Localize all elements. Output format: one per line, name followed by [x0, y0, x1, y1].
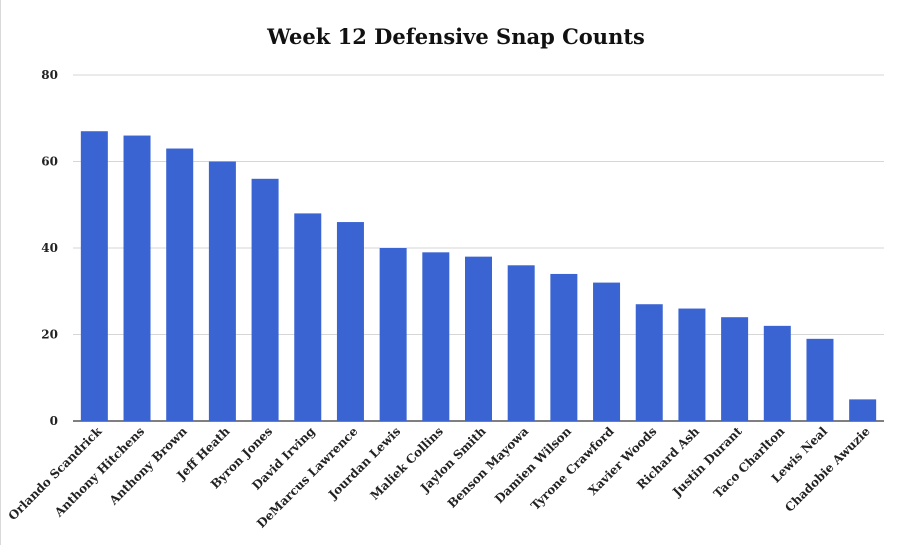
x-tick-label: Anthony Brown — [106, 424, 190, 508]
bar — [635, 304, 663, 421]
bar — [379, 248, 407, 421]
bar — [721, 317, 749, 421]
x-tick-label: Benson Mayowa — [445, 424, 532, 511]
bar — [208, 161, 236, 421]
y-tick-label: 40 — [41, 241, 58, 255]
bar — [123, 135, 151, 422]
bar — [550, 273, 578, 421]
x-tick-label: Tyrone Crawford — [528, 424, 617, 513]
bar — [294, 213, 322, 421]
bar — [763, 325, 791, 421]
y-tick-label: 60 — [41, 155, 58, 169]
bar — [507, 265, 535, 421]
bar — [678, 308, 706, 421]
bars — [80, 131, 877, 422]
y-tick-label: 20 — [41, 328, 58, 342]
bar — [465, 256, 492, 421]
bar — [849, 399, 877, 421]
x-tick-label: Damien Wilson — [492, 424, 574, 506]
y-tick-label: 80 — [41, 68, 58, 82]
bar — [251, 178, 279, 421]
bar — [80, 131, 108, 421]
y-tick-label: 0 — [50, 414, 58, 428]
bar — [336, 222, 364, 421]
bar — [422, 252, 450, 421]
chart-title: Week 12 Defensive Snap Counts — [267, 24, 645, 49]
x-tick-label: Maliek Collins — [367, 424, 446, 503]
x-tick-label: Jourdan Lewis — [325, 424, 403, 502]
x-tick-label: Chadobie Awuzie — [782, 424, 873, 515]
bar — [593, 282, 621, 421]
bar — [166, 148, 194, 421]
y-axis-ticks: 0 20 40 60 80 — [41, 68, 58, 428]
bar — [806, 338, 834, 421]
